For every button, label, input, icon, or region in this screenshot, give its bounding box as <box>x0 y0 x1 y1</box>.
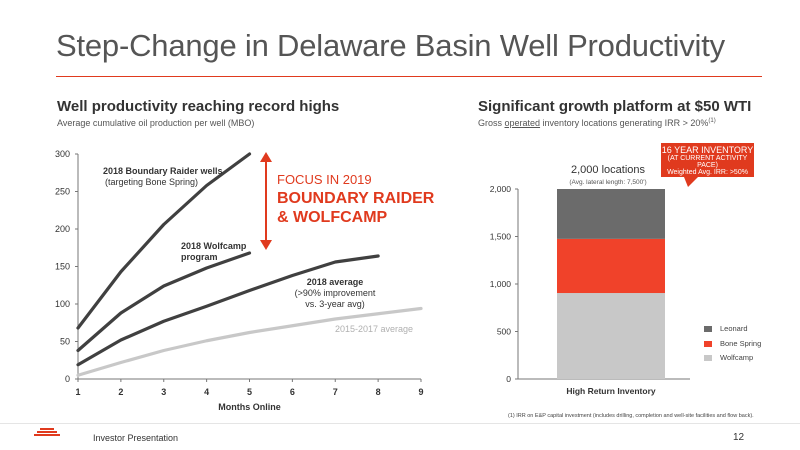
y-tick-label: 300 <box>55 149 70 159</box>
company-logo <box>34 428 60 437</box>
y-tick-label: 150 <box>55 262 70 272</box>
focus-bracket-bottom-arrow <box>260 240 272 250</box>
annotation-boundary-raider-title: 2018 Boundary Raider wells <box>103 166 223 176</box>
callout-pointer <box>684 177 698 187</box>
annotation-2018-average: 2018 average (>90% improvement vs. 3-yea… <box>280 277 390 310</box>
y-tick-label: 100 <box>55 299 70 309</box>
left-section-heading: Well productivity reaching record highs <box>57 98 340 115</box>
x-tick-label: 1 <box>75 387 80 397</box>
annotation-wolfcamp: 2018 Wolfcamp program <box>181 241 281 263</box>
locations-sublabel: (Avg. lateral length: 7,500') <box>569 179 647 186</box>
bar-y-tick-label: 500 <box>497 327 511 337</box>
focus-bracket-top-arrow <box>260 152 272 162</box>
bar-category-label: High Return Inventory <box>566 386 656 396</box>
right-section-heading: Significant growth platform at $50 WTI <box>478 98 752 115</box>
footer-label: Investor Presentation <box>93 433 179 443</box>
legend-bone-spring-swatch <box>704 341 712 348</box>
annotation-boundary-raider-sub: (targeting Bone Spring) <box>105 177 199 187</box>
line-series-0 <box>76 152 252 330</box>
bar-segment-wolfcamp <box>557 293 665 379</box>
legend-leonard-label: Leonard <box>720 324 748 333</box>
right-sub-footnote-ref: (1) <box>708 118 716 124</box>
y-tick-label: 50 <box>60 337 70 347</box>
line-series-3 <box>76 306 423 377</box>
inventory-callout-title: 16 YEAR INVENTORY <box>661 145 754 155</box>
focus-label: FOCUS IN 2019 <box>277 172 372 187</box>
title-divider <box>56 76 762 77</box>
y-tick-label: 0 <box>65 374 70 384</box>
page-title: Step-Change in Delaware Basin Well Produ… <box>56 28 725 63</box>
legend-leonard-swatch <box>704 326 712 333</box>
inventory-callout-pace: (AT CURRENT ACTIVITY PACE) <box>667 155 748 169</box>
bar-y-tick-label: 2,000 <box>490 184 512 194</box>
bar-y-tick-label: 1,500 <box>490 232 512 242</box>
footer-divider <box>0 423 800 424</box>
y-tick-label: 250 <box>55 187 70 197</box>
bar-segment-leonard <box>557 189 665 239</box>
x-tick-label: 4 <box>204 387 209 397</box>
locations-label: 2,000 locations <box>571 164 645 176</box>
x-tick-label: 3 <box>161 387 166 397</box>
x-tick-label: 6 <box>290 387 295 397</box>
inventory-callout: 16 YEAR INVENTORY (AT CURRENT ACTIVITY P… <box>661 143 754 177</box>
page-number: 12 <box>733 432 745 443</box>
x-tick-label: 5 <box>247 387 252 397</box>
x-tick-label: 8 <box>376 387 381 397</box>
focus-highlight-line2: & WOLFCAMP <box>277 209 388 226</box>
left-section-subheading: Average cumulative oil production per we… <box>57 118 255 128</box>
legend-leonard: Leonard <box>704 324 748 333</box>
annotation-2018-average-sub1: (>90% improvement <box>294 288 376 298</box>
right-section-subheading: Gross operated inventory locations gener… <box>478 118 716 128</box>
x-tick-label: 7 <box>333 387 338 397</box>
y-tick-label: 200 <box>55 224 70 234</box>
line-series-2 <box>76 254 380 367</box>
x-tick-label: 9 <box>418 387 423 397</box>
annotation-wolfcamp-sub: program <box>181 252 218 262</box>
bar-y-tick-label: 1,000 <box>490 279 512 289</box>
right-sub-underlined: operated <box>504 118 541 128</box>
annotation-2018-average-title: 2018 average <box>306 277 364 287</box>
right-sub-post: inventory locations generating IRR > 20% <box>540 118 709 128</box>
footnote: (1) IRR on E&P capital investment (inclu… <box>508 413 754 419</box>
bar-y-tick-label: 0 <box>506 374 511 384</box>
x-axis-title: Months Online <box>218 402 281 412</box>
line-series-1 <box>76 251 252 353</box>
annotation-historic-average: 2015-2017 average <box>335 324 414 334</box>
bar-segment-bone-spring <box>557 238 665 294</box>
legend-bone-spring: Bone Spring <box>704 339 761 348</box>
right-sub-pre: Gross <box>478 118 505 128</box>
legend-bone-spring-label: Bone Spring <box>720 339 762 348</box>
legend-wolfcamp: Wolfcamp <box>704 353 753 362</box>
focus-highlight-line1: BOUNDARY RAIDER <box>277 190 435 207</box>
legend-wolfcamp-label: Wolfcamp <box>720 353 754 362</box>
annotation-wolfcamp-title: 2018 Wolfcamp <box>181 241 247 251</box>
x-tick-label: 2 <box>118 387 123 397</box>
legend-wolfcamp-swatch <box>704 355 712 362</box>
focus-highlight: BOUNDARY RAIDER & WOLFCAMP <box>277 189 477 227</box>
annotation-2018-average-sub2: vs. 3-year avg) <box>305 299 365 309</box>
annotation-boundary-raider: 2018 Boundary Raider wells (targeting Bo… <box>103 166 243 188</box>
inventory-callout-irr: Weighted Avg. IRR: >50% <box>667 169 748 176</box>
